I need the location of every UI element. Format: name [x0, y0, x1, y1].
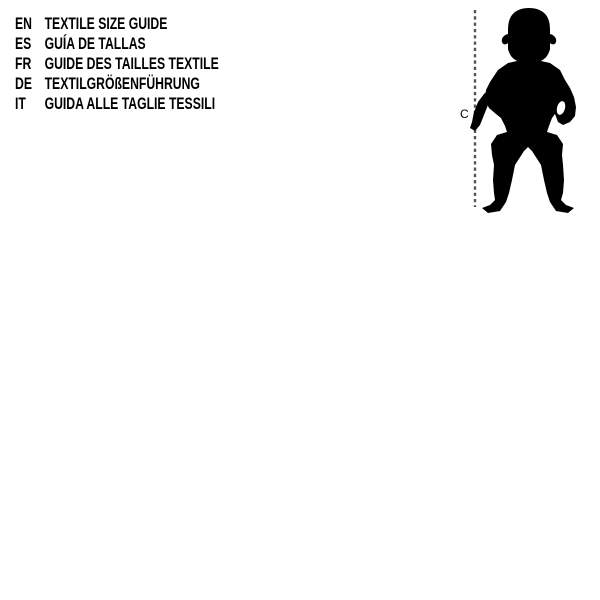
svg-text:C: C	[460, 107, 469, 121]
